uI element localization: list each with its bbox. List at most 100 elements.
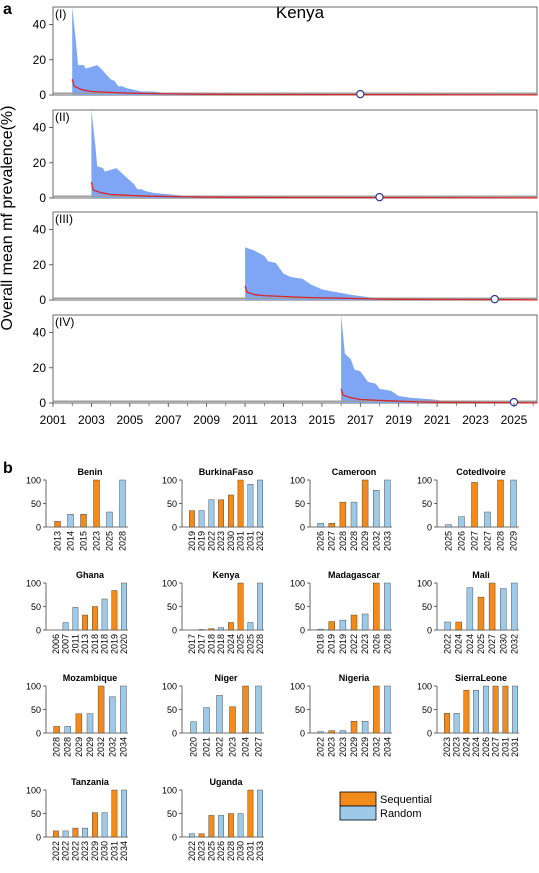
x-tick-label: 2024 [461, 737, 471, 757]
bar [328, 621, 335, 631]
bar [111, 789, 118, 838]
country-title: BurkinaFaso [199, 467, 254, 477]
x-tick-label: 2022 [51, 841, 61, 861]
y-tick-label: 0 [36, 523, 41, 533]
x-tick-label: 2030 [236, 841, 246, 861]
y-tick-label: 100 [290, 682, 305, 692]
bar [198, 629, 205, 631]
x-tick-label: 2023 [216, 531, 226, 551]
x-tick-label: 2025 [236, 634, 246, 654]
bar [190, 721, 197, 734]
x-tick-label: 2025 [476, 634, 486, 654]
x-tick-label: 2023 [442, 737, 452, 757]
y-tick-label: 100 [26, 579, 41, 589]
x-tick-label: 2018 [216, 634, 226, 654]
x-tick-label: 2013 [53, 531, 63, 551]
bar [463, 690, 470, 734]
y-tick-label: 50 [31, 809, 41, 819]
x-tick-label: 2003 [78, 413, 105, 427]
y-tick-label: 100 [417, 579, 432, 589]
bar [473, 690, 479, 734]
y-tick-label: 0 [427, 626, 432, 636]
subplot-4: 0 20 40 (IV) [33, 314, 538, 410]
bar [67, 514, 74, 528]
country-title: Niger [214, 673, 238, 683]
x-tick-label: 2032 [255, 531, 265, 551]
bar [255, 685, 262, 734]
x-tick-label: 2015 [309, 413, 336, 427]
x-tick-label: 2031 [500, 737, 510, 757]
bar [237, 582, 244, 631]
uncertainty-band [91, 110, 538, 198]
x-tick-label: 2022 [443, 634, 453, 654]
x-tick-label: 2024 [454, 634, 464, 654]
kenya-title: Kenya [276, 3, 325, 22]
bar [208, 815, 215, 838]
x-tick-label: 2033 [382, 531, 392, 551]
x-tick-label: 2018 [206, 634, 216, 654]
y-tick-label: 50 [422, 499, 432, 509]
x-tick-label: 2023 [80, 841, 90, 861]
y-tick-label: 100 [26, 476, 41, 486]
x-tick-label: 2031 [510, 737, 520, 757]
subplot-2: 0 20 40 (II) [33, 109, 538, 205]
x-tick-label: 2020 [189, 737, 199, 757]
country-chart-uganda: Uganda 0 50 100 2022 2023 2025 2026 2028 2030 2031… [162, 777, 265, 861]
y-tick-label: 100 [162, 786, 177, 796]
panel-a-plots: 0 20 40 (I) 0 20 40 (II) 0 20 40 (III) 0 20 40 (IV) [33, 6, 538, 410]
x-tick-label: 2025 [245, 634, 255, 654]
bar [72, 607, 79, 631]
y-tick-label: 0 [172, 523, 177, 533]
x-tick-label: 2018 [90, 634, 100, 654]
bar [237, 813, 244, 838]
y-tick-label: 100 [290, 579, 305, 589]
bar [512, 685, 519, 734]
country-title: Uganda [209, 777, 243, 787]
x-tick-label: 2028 [496, 531, 506, 551]
x-tick-label: 2031 [245, 841, 255, 861]
bar [208, 499, 215, 528]
y-tick-label: 50 [31, 499, 41, 509]
x-tick-label: 2034 [118, 737, 128, 757]
x-tick-label: 2034 [382, 737, 392, 757]
y-tick-label: 0 [39, 293, 46, 307]
bar [54, 521, 61, 528]
y-tick-label: 0 [36, 833, 41, 843]
bar [62, 830, 69, 838]
country-title: Madagascar [328, 570, 381, 580]
x-tick-label: 2022 [187, 841, 197, 861]
bar [86, 713, 94, 734]
bar [317, 731, 324, 734]
x-tick-label: 2017 [197, 634, 207, 654]
bar [216, 695, 223, 734]
y-tick-label: 20 [33, 258, 47, 272]
bar [471, 482, 478, 528]
legend-swatch-random [339, 805, 377, 821]
x-tick-label: 2031 [245, 531, 255, 551]
x-tick-label: 2019 [385, 413, 412, 427]
bar [361, 613, 369, 631]
y-tick-label: 50 [167, 705, 177, 715]
bar [188, 833, 195, 838]
y-axis-label: Overall mean mf prevalence(%) [0, 106, 16, 331]
country-chart-benin: Benin 0 50 100 2013 2014 2015 2023 2025 2028 [26, 467, 128, 551]
bar [53, 726, 60, 734]
x-tick-label: 2026 [457, 531, 467, 551]
bar [257, 789, 263, 838]
x-tick-label: 2023 [228, 737, 238, 757]
x-tick-label: 2021 [424, 413, 451, 427]
country-title: SierraLeone [455, 673, 507, 683]
bar [101, 812, 108, 838]
uncertainty-band [341, 315, 537, 403]
bar [75, 713, 83, 734]
y-tick-label: 100 [162, 579, 177, 589]
y-tick-label: 50 [167, 499, 177, 509]
bar [218, 815, 224, 838]
x-tick-label: 2032 [107, 737, 117, 757]
x-tick-label: 2022 [61, 841, 71, 861]
x-tick-label: 2019 [338, 634, 348, 654]
